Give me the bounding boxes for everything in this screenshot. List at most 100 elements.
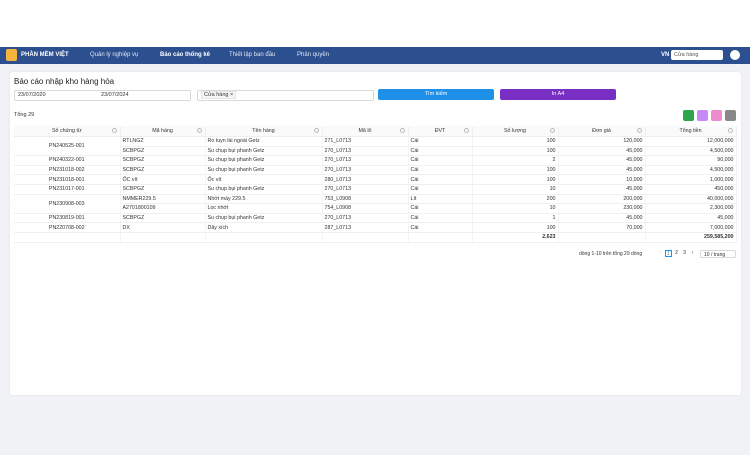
doc-number: PN240322-001 [14,155,121,166]
print-button[interactable]: In A4 [500,89,616,100]
menu-item[interactable]: Quản lý nghiệp vụ [90,52,139,58]
store-tag-text: Cửa hàng [204,92,229,98]
menu-item[interactable]: Báo cáo thống kê [160,52,211,58]
table-row: PN231017-001 SCBPGZ Su chụp bụi phanh Getz… [14,184,737,195]
cell: 70,000 [558,222,646,233]
export-excel[interactable] [683,110,694,121]
filter-icon[interactable] [399,128,405,133]
column-header[interactable]: Tổng tiền [645,126,737,137]
page-number[interactable]: 2 [675,250,678,256]
table-row: PN230819-001 SCBPGZ Su chụp bụi phanh Getz… [14,213,737,224]
settings[interactable] [725,110,736,121]
cell: 2 [472,155,559,166]
filter-icon[interactable] [727,128,733,133]
store-filter[interactable]: Cửa hàng × [197,90,374,101]
table-row: PN240525-001 RTLNGZ Ro tuyn lái ngoài Getz… [14,136,737,157]
pagination-info: dòng 1-10 trên tổng 29 dòng [579,251,643,257]
cell: 450,000 [645,184,737,195]
column-header[interactable]: Mã hàng [120,126,206,137]
page-number[interactable]: 3 [683,250,686,256]
cell: 2,300,000 [645,203,737,214]
cell: 10 [472,184,559,195]
cell: 754_L0908 [322,203,409,214]
cell: 100 [472,136,559,147]
cell: RTLNGZ [120,136,206,147]
cell: 45,000 [558,146,646,157]
filter-icon[interactable] [463,128,469,133]
doc-number: PN231017-001 [14,184,121,195]
page-number[interactable]: 1 [665,250,672,257]
cell: 1,000,000 [645,174,737,185]
cell: 230,000 [558,203,646,214]
store-tag[interactable]: Cửa hàng × [201,91,237,99]
menu-item[interactable]: Phân quyền [297,52,330,58]
cell: Ro tuyn lái ngoài Getz [205,136,323,147]
cell: 45,000 [558,184,646,195]
column-header[interactable]: Tên hàng [205,126,323,137]
filter-icon[interactable] [549,128,555,133]
table-row: PN220708-002 DX Dây xích 287_L0713 Cái 100 70,… [14,222,737,233]
language[interactable]: VN [661,52,670,58]
cell: Cái [408,174,473,185]
cell: SCBPGZ [120,213,206,224]
store-select[interactable]: Cửa hàng [671,50,723,60]
table-row: PN240322-001 SCBPGZ Su chụp bụi phanh Getz… [14,155,737,166]
cell: Su chụp bụi phanh Getz [205,213,323,224]
search-button[interactable]: Tìm kiếm [378,89,494,100]
date-from: 23/07/2020 [18,92,46,98]
column-header[interactable]: Số lượng [472,126,559,137]
table-row: SCBPGZ Su chụp bụi phanh Getz 270_L0713 Cái… [14,146,737,157]
columns[interactable] [711,110,722,121]
empty-cell [205,232,323,243]
cell: 270_L0713 [322,146,409,157]
empty-cell [558,232,646,243]
empty-cell [14,232,121,243]
cell: Nhớt máy 229.5 [205,194,323,205]
cell: DX [120,222,206,233]
user-avatar[interactable] [730,50,740,60]
nav-bar: PHẦN MỀM VIỆT Quản lý nghiệp vụ Báo cáo … [0,47,750,64]
date-to: 23/07/2024 [101,92,129,98]
cell: A2701800109 [120,203,206,214]
cell: Cái [408,213,473,224]
prev-page[interactable]: ‹ [659,250,662,256]
cell: SCBPGZ [120,184,206,195]
cell: 100 [472,174,559,185]
cell: Cái [408,146,473,157]
cell: Cái [408,203,473,214]
next-page[interactable]: › [691,250,694,256]
cell: Su chụp bụi phanh Getz [205,184,323,195]
cell: Lít [408,194,473,205]
cell: 120,000 [558,136,646,147]
top-space [0,0,750,47]
total-row: 2,623 259,585,200 [14,232,737,243]
page-size[interactable]: 10 / trang [700,250,736,258]
empty-cell [408,232,473,243]
report-table: Số chứng từ Mã hàng Tên hàng Mã lô ĐVT Số lượ… [14,126,737,243]
column-header[interactable]: Mã lô [322,126,409,137]
column-header[interactable]: Số chứng từ [14,126,121,137]
filter-icon[interactable] [313,128,319,133]
filter-icon[interactable] [196,128,202,133]
page-title: Báo cáo nhập kho hàng hóa [14,77,115,86]
total-quantity: 2,623 [472,232,559,243]
cell: 100 [472,222,559,233]
cell: 45,000 [558,213,646,224]
column-header[interactable]: Đơn giá [558,126,646,137]
menu-item[interactable]: Thiết lập ban đầu [229,52,276,58]
doc-number: PN231018-002 [14,165,121,176]
doc-number: PN230819-001 [14,213,121,224]
cell: 100 [472,146,559,157]
logo [6,49,17,61]
column-header[interactable]: ĐVT [408,126,473,137]
cell: Su chụp bụi phanh Getz [205,155,323,166]
cell: Su chụp bụi phanh Getz [205,165,323,176]
filter-icon[interactable] [111,128,117,133]
cell: Ốc vít [205,174,323,185]
doc-number: PN240525-001 [14,136,121,157]
refresh[interactable] [697,110,708,121]
filter-icon[interactable] [636,128,642,133]
date-range[interactable]: 23/07/2020 23/07/2024 [14,90,191,101]
cell: 200 [472,194,559,205]
cell: Cái [408,222,473,233]
